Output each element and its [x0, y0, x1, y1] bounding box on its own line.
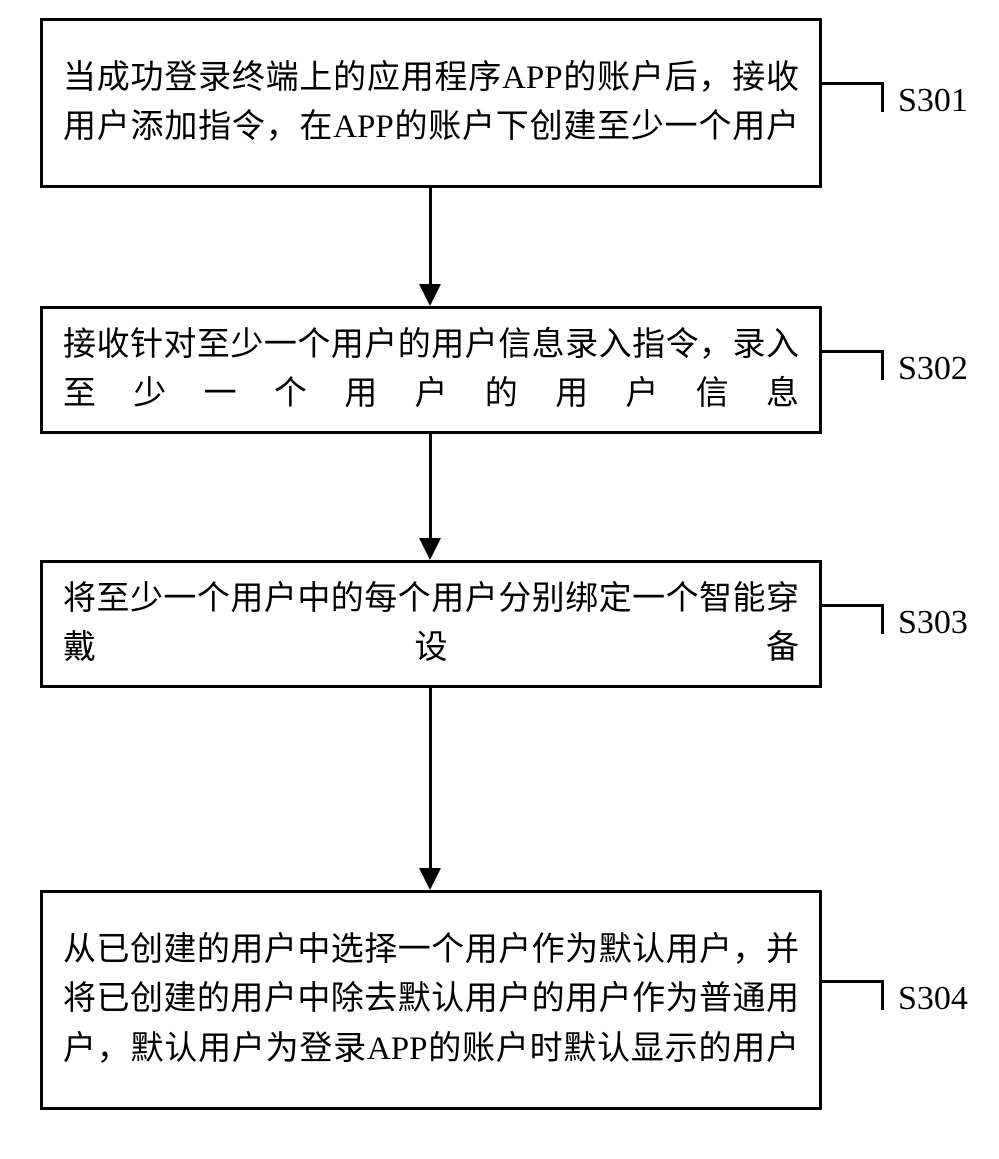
flow-node-text: 接收针对至少一个用户的用户信息录入指令，录入至少一个用户的用户信息 [63, 321, 799, 420]
flow-node-s302: 接收针对至少一个用户的用户信息录入指令，录入至少一个用户的用户信息 [40, 306, 822, 434]
flow-node-s303: 将至少一个用户中的每个用户分别绑定一个智能穿戴设备 [40, 560, 822, 688]
label-connector [822, 980, 884, 1010]
arrow-head-icon [419, 538, 441, 560]
flow-node-text: 从已创建的用户中选择一个用户作为默认用户，并将已创建的用户中除去默认用户的用户作… [63, 926, 799, 1075]
step-label-s304: S304 [898, 980, 968, 1018]
label-connector [822, 604, 884, 634]
flow-node-text: 当成功登录终端上的应用程序APP的账户后，接收用户添加指令，在APP的账户下创建… [63, 54, 799, 153]
flow-node-s304: 从已创建的用户中选择一个用户作为默认用户，并将已创建的用户中除去默认用户的用户作… [40, 890, 822, 1110]
step-label-s303: S303 [898, 604, 968, 642]
flow-node-text: 将至少一个用户中的每个用户分别绑定一个智能穿戴设备 [63, 575, 799, 674]
label-connector [822, 82, 884, 112]
arrow-head-icon [419, 284, 441, 306]
label-connector [822, 350, 884, 380]
step-label-s302: S302 [898, 350, 968, 388]
flow-node-s301: 当成功登录终端上的应用程序APP的账户后，接收用户添加指令，在APP的账户下创建… [40, 18, 822, 188]
arrow-line [429, 688, 432, 868]
arrow-line [429, 434, 432, 538]
arrow-head-icon [419, 868, 441, 890]
step-label-s301: S301 [898, 82, 968, 120]
flowchart-canvas: 当成功登录终端上的应用程序APP的账户后，接收用户添加指令，在APP的账户下创建… [0, 0, 999, 1159]
arrow-line [429, 188, 432, 284]
